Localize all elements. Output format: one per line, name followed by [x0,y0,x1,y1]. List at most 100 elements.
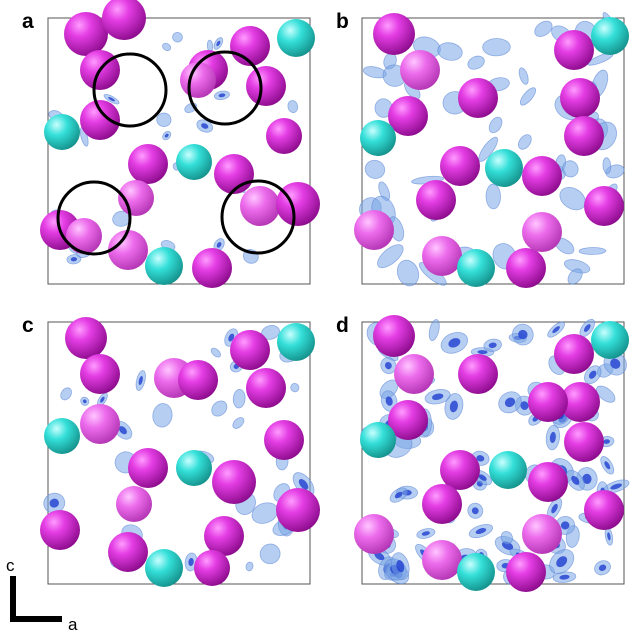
density-isosurface [534,20,553,37]
magenta-atom [116,486,152,522]
magenta-atom [246,368,286,408]
panel-label-a: a [22,10,34,33]
cyan-atom [457,553,495,591]
density-isosurface [602,157,612,175]
panel-a: a [22,0,320,288]
density-core [228,333,235,342]
magenta-atom [440,450,480,490]
density-core [448,338,461,348]
panel-b-frame [361,17,625,285]
magenta-atom [528,462,568,502]
magenta-atom [422,236,462,276]
cyan-atom [277,323,315,361]
density-core [477,350,488,355]
density-core [610,358,621,369]
magenta-atom [192,248,232,288]
magenta-atom [264,420,304,460]
atoms-d [354,315,629,592]
panel-c-frame [47,321,311,585]
density-core [476,455,485,462]
magenta-atom [276,182,320,226]
axis-c-label: c [6,556,15,575]
density-isosurface [172,31,183,43]
density-isosurface [232,417,245,429]
density-core [610,483,622,490]
density-isosurface [478,136,499,162]
density-core [571,475,580,485]
magenta-atom [80,100,120,140]
density-isosurface [485,183,501,210]
panel-label-b: b [336,10,349,33]
cyan-atom [591,17,629,55]
density-core [475,528,487,535]
density-core [394,491,403,499]
density-core [201,123,209,129]
density-core [188,557,194,567]
density-isosurface [364,159,386,179]
cyan-atom [360,422,396,458]
magenta-atom [458,354,498,394]
density-isosurface [152,403,173,428]
density-core [504,397,516,408]
magenta-atom [178,360,218,400]
highlight-circles [56,50,296,256]
density-core [384,361,392,370]
density-isosurface [211,400,228,417]
axis-a-label: a [68,615,78,631]
density-isosurface [482,38,511,57]
highlight-circle [187,50,263,126]
density-core [216,40,221,47]
density-core [520,401,529,410]
density-core [396,560,405,573]
magenta-atom [506,552,546,592]
highlight-circle [92,52,168,128]
cyan-atom [277,19,315,57]
density-core [385,396,393,406]
cyan-atom [44,418,80,454]
panel-a-frame [47,17,311,285]
density-isosurface [567,268,583,285]
highlight-circle [220,179,296,255]
density-core [100,396,105,403]
magenta-atom [246,66,286,106]
magenta-atom [102,0,146,40]
magenta-atom [66,218,102,254]
density-core [82,399,87,404]
density-core [432,393,444,401]
magenta-atom [440,146,480,186]
density-core [164,133,169,138]
density-isosurface [396,259,420,287]
density-core [298,479,309,490]
density-isosurface [500,530,513,545]
density-core [218,93,226,98]
panel-label-c: c [22,314,34,337]
density-core [374,551,385,561]
magenta-atom [422,484,462,524]
magenta-atom [204,516,244,556]
density-isosurface [518,67,529,85]
density-isosurface [259,543,281,565]
atoms-a [40,0,320,288]
density-isosurface [377,244,404,269]
axis-c-arrow [10,576,16,622]
cyan-atom [145,549,183,587]
density-isosurface [210,347,221,358]
density-core [551,503,558,514]
density-isosurface [578,247,607,255]
magenta-atom [128,448,168,488]
magenta-atom [564,116,604,156]
density-core [598,564,607,571]
density-isosurface [287,100,299,113]
magenta-atom [458,78,498,118]
cyan-atom [485,149,523,187]
magenta-atom [388,96,428,136]
atoms-b [354,13,629,288]
magenta-atom [522,156,562,196]
magenta-atom [373,315,415,357]
panel-d-frame [361,321,625,585]
density-core [604,461,611,470]
panel-c: c [22,314,320,587]
density-isosurface [428,319,440,342]
density-isosurface [162,42,172,51]
magenta-atom [400,50,440,90]
